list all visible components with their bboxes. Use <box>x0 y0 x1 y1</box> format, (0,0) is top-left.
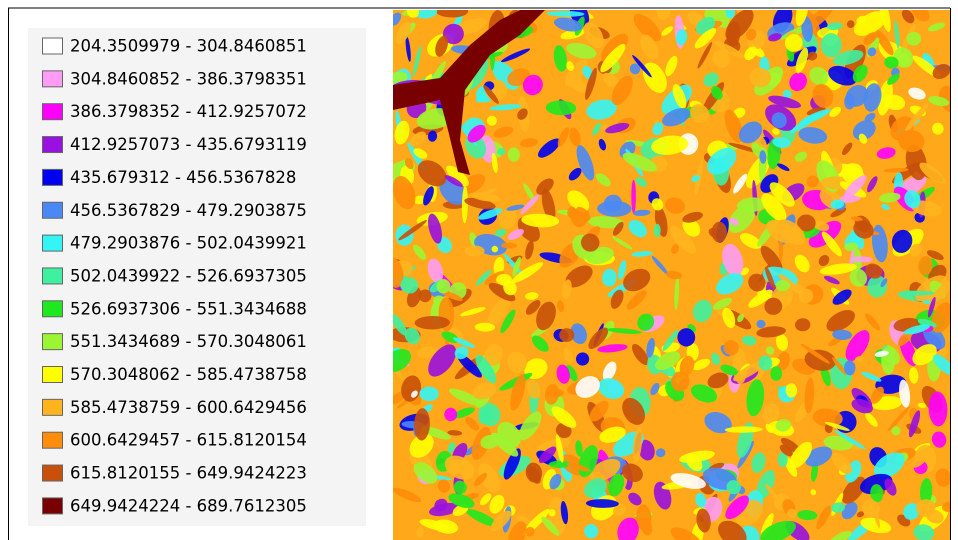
legend-label: 526.6937306 - 551.3434688 <box>70 299 307 318</box>
legend-label: 435.679312 - 456.5367828 <box>70 168 296 187</box>
legend-swatch <box>43 268 63 284</box>
legend: 204.3509979 - 304.8460851 304.8460852 - 3… <box>43 37 307 516</box>
legend-swatch <box>43 367 63 383</box>
legend-label: 204.3509979 - 304.8460851 <box>70 37 307 56</box>
raster-patch <box>764 298 782 315</box>
legend-swatch <box>43 465 63 481</box>
legend-label: 502.0439922 - 526.6937305 <box>70 266 307 285</box>
legend-swatch <box>43 235 63 251</box>
legend-label: 615.8120155 - 649.9424223 <box>70 464 307 483</box>
legend-label: 412.9257073 - 435.6793119 <box>70 135 307 154</box>
legend-label: 456.5367829 - 479.2903875 <box>70 201 307 220</box>
raster <box>377 0 958 540</box>
legend-label: 585.4738759 - 600.6429456 <box>70 398 307 417</box>
legend-swatch <box>43 399 63 415</box>
legend-swatch <box>43 301 63 317</box>
legend-swatch <box>43 137 63 153</box>
legend-label: 386.3798352 - 412.9257072 <box>70 102 307 121</box>
legend-swatch <box>43 169 63 185</box>
legend-label: 479.2903876 - 502.0439921 <box>70 234 307 253</box>
raster-patch <box>775 280 790 291</box>
legend-label: 600.6429457 - 615.8120154 <box>70 431 307 450</box>
legend-swatch <box>43 498 63 514</box>
raster-patch <box>631 180 636 214</box>
raster-patch <box>654 224 661 238</box>
legend-swatch <box>43 202 63 218</box>
legend-swatch <box>43 104 63 120</box>
legend-label: 304.8460852 - 386.3798351 <box>70 69 307 88</box>
legend-swatch <box>43 334 63 350</box>
legend-swatch <box>43 432 63 448</box>
legend-label: 570.3048062 - 585.4738758 <box>70 365 307 384</box>
legend-swatch <box>43 71 63 87</box>
map-layout: 204.3509979 - 304.8460851 304.8460852 - 3… <box>0 0 958 540</box>
raster-patch <box>901 291 935 296</box>
page: 204.3509979 - 304.8460851 304.8460852 - 3… <box>0 0 958 540</box>
legend-swatch <box>43 38 63 54</box>
legend-label: 551.3434689 - 570.3048061 <box>70 332 307 351</box>
legend-label: 649.9424224 - 689.7612305 <box>70 496 307 515</box>
